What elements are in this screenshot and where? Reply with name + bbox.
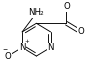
Text: N: N xyxy=(19,43,25,52)
Text: +: + xyxy=(24,39,29,44)
Text: O: O xyxy=(63,2,70,11)
Text: NH: NH xyxy=(28,8,41,17)
Text: −: − xyxy=(2,47,7,52)
Text: 2: 2 xyxy=(40,11,44,16)
Text: N: N xyxy=(47,43,54,52)
Text: O: O xyxy=(5,52,11,61)
Text: O: O xyxy=(77,27,84,36)
